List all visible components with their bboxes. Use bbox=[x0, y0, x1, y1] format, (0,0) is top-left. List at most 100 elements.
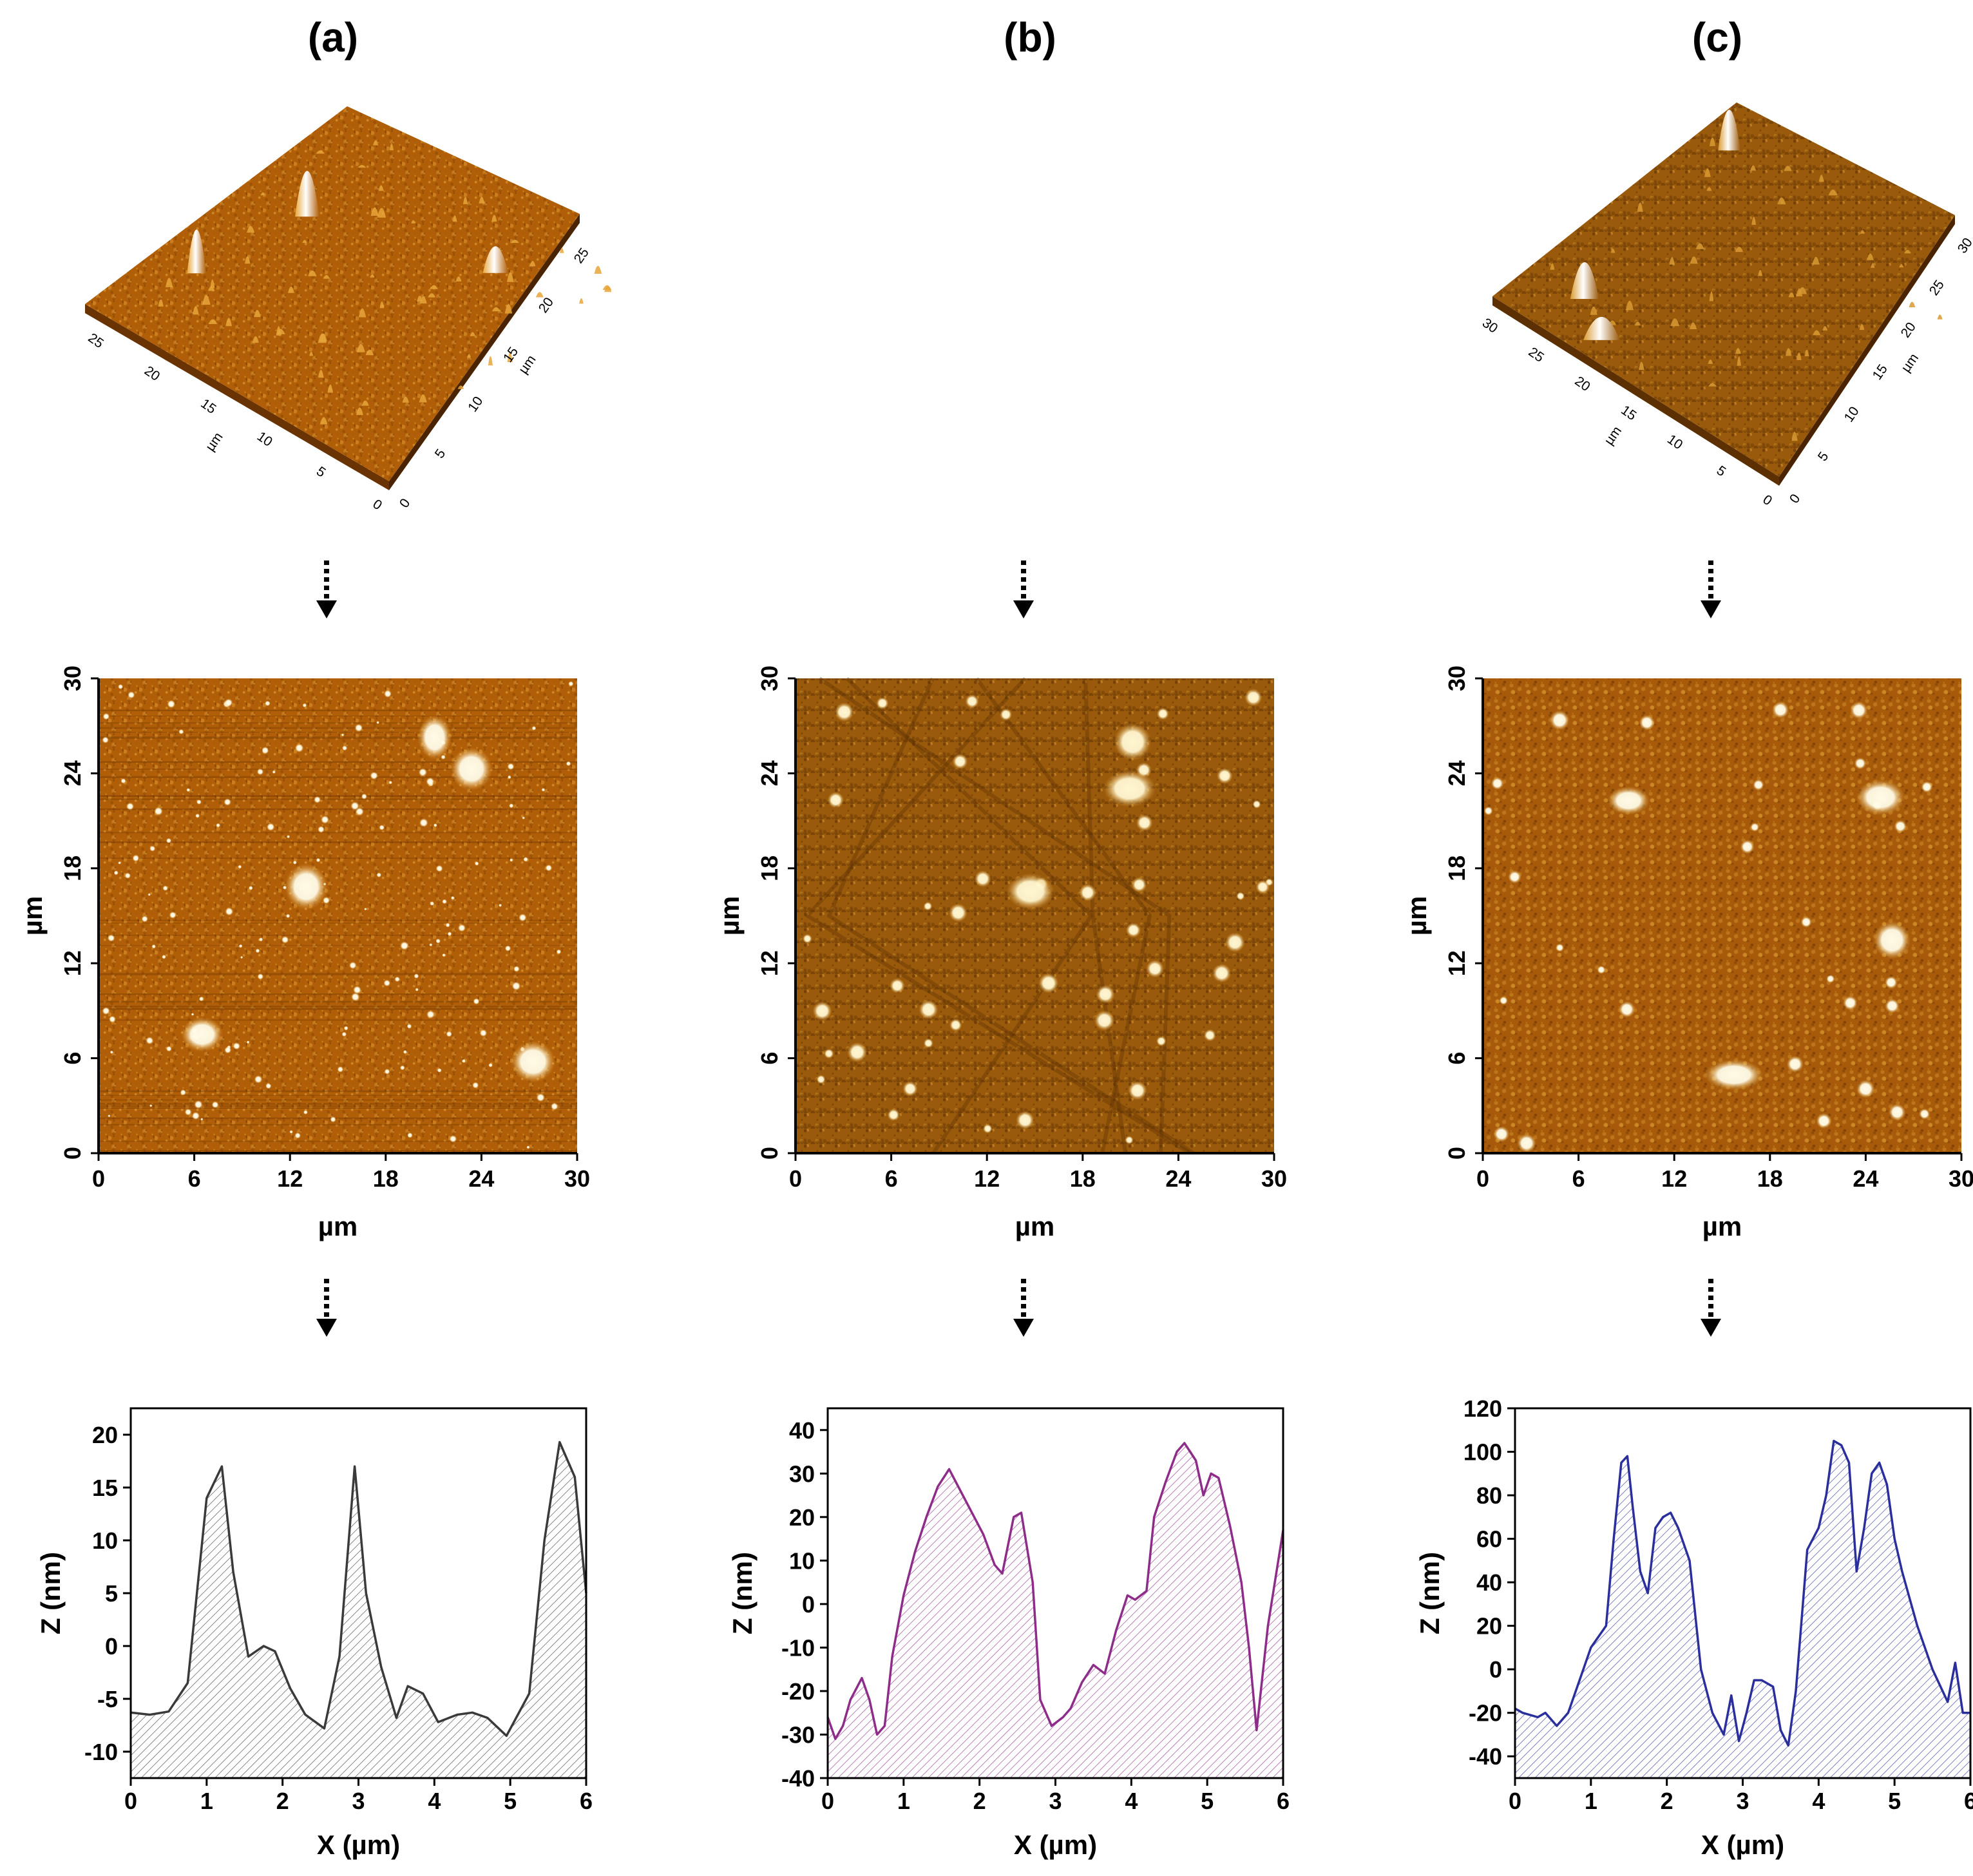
surface-particle bbox=[272, 770, 276, 774]
large-particle bbox=[1873, 921, 1911, 960]
surface-particle bbox=[118, 861, 121, 865]
profile-area bbox=[1515, 1440, 1970, 1778]
down-arrow-head bbox=[1701, 1319, 1721, 1337]
axis3d-tick-left: 10 bbox=[254, 429, 275, 450]
surface-particle bbox=[1212, 963, 1232, 983]
map-x-tick-label: 6 bbox=[885, 1165, 898, 1192]
surface-particle bbox=[166, 1046, 172, 1052]
surface-particle bbox=[450, 895, 455, 900]
y-tick-label: 80 bbox=[1476, 1482, 1502, 1509]
surface-particle bbox=[162, 954, 166, 959]
map-y-tick-label: 6 bbox=[1444, 1052, 1470, 1065]
surface-particle bbox=[169, 911, 176, 919]
axis3d-tick-left: 10 bbox=[1664, 432, 1685, 452]
surface-particle bbox=[1125, 1136, 1134, 1145]
down-arrow-head bbox=[316, 600, 337, 618]
map-y-axis-label: µm bbox=[17, 896, 48, 936]
down-arrow bbox=[1701, 560, 1721, 618]
map-y-tick-label: 30 bbox=[756, 665, 783, 691]
large-particle bbox=[417, 715, 452, 760]
surface-peak bbox=[457, 385, 464, 389]
profile-line bbox=[1514, 1439, 1970, 1747]
surface-particle bbox=[281, 935, 289, 944]
map-y-tick-label: 12 bbox=[1444, 950, 1470, 976]
grain-boundary bbox=[975, 677, 1152, 1154]
surface-particle bbox=[246, 1040, 250, 1044]
surface-peak bbox=[1777, 197, 1786, 205]
afm-3d-view: 0 5 10 15 20 25 30 0 5 10 15 20 25 30 µm µm bbox=[1480, 102, 1973, 508]
surface-peak bbox=[482, 246, 508, 273]
y-tick-label: -40 bbox=[1469, 1743, 1502, 1770]
map-y-tick-label: 30 bbox=[59, 665, 86, 691]
surface-peak bbox=[379, 302, 385, 309]
x-tick-label: 5 bbox=[1201, 1788, 1214, 1814]
x-tick-label: 2 bbox=[1661, 1788, 1673, 1814]
surface-peak bbox=[1788, 292, 1795, 298]
surface-particle bbox=[1750, 822, 1760, 832]
surface-particle bbox=[1016, 1111, 1034, 1129]
axis3d-tick-right: 10 bbox=[1842, 404, 1862, 425]
surface-left-edge bbox=[85, 304, 389, 490]
surface-particle bbox=[146, 1037, 154, 1045]
profile-chart: 0 1 2 3 4 5 6 -40 -30 -20 -10 0 10 20 30 40 X (µm) Z (nm) bbox=[727, 1407, 1290, 1860]
surface-peak bbox=[309, 351, 314, 356]
surface-particle bbox=[1753, 779, 1764, 791]
surface-peak bbox=[1812, 256, 1820, 265]
surface-peak bbox=[208, 319, 218, 324]
surface-peak bbox=[1813, 330, 1821, 336]
axis3d-tick-left: 25 bbox=[1526, 345, 1547, 365]
surface-peak bbox=[365, 349, 374, 356]
y-tick-label: -20 bbox=[1469, 1700, 1502, 1727]
surface-peak bbox=[1791, 432, 1798, 441]
surface-peak bbox=[210, 279, 215, 289]
surface-particle bbox=[320, 815, 330, 824]
large-particle bbox=[511, 1040, 555, 1083]
height-map bbox=[796, 678, 1274, 1153]
y-tick-label: 10 bbox=[92, 1527, 118, 1554]
down-arrow-head bbox=[1701, 600, 1721, 618]
surface-peak bbox=[1610, 249, 1616, 253]
surface-particle bbox=[399, 1065, 405, 1071]
surface-particle bbox=[983, 1124, 993, 1134]
x-tick-label: 6 bbox=[1277, 1788, 1290, 1814]
surface-peak bbox=[370, 207, 379, 216]
surface-particle bbox=[435, 938, 441, 944]
surface-particle bbox=[337, 1066, 344, 1073]
surface-peak bbox=[1695, 243, 1704, 249]
surface-particle bbox=[108, 1015, 116, 1023]
surface-peak bbox=[428, 293, 436, 298]
x-tick-label: 6 bbox=[580, 1788, 593, 1814]
surface-peak bbox=[1828, 189, 1838, 196]
surface-peak bbox=[254, 310, 261, 318]
surface-particle bbox=[1919, 1108, 1930, 1120]
surface-peak bbox=[1637, 202, 1643, 212]
surface-particle bbox=[1816, 1113, 1832, 1129]
map-y-tick-label: 0 bbox=[1444, 1147, 1470, 1160]
surface-particle bbox=[254, 1075, 263, 1084]
height-map bbox=[99, 678, 577, 1153]
surface-particle bbox=[536, 1093, 546, 1102]
surface-particle bbox=[457, 924, 466, 932]
surface-particle bbox=[364, 908, 367, 911]
surface-particle bbox=[1094, 1010, 1115, 1031]
profile-chart: 0 1 2 3 4 5 6 -40 -20 0 20 40 60 80 100 120 X (µm) Z (nm) bbox=[1415, 1395, 1973, 1860]
surface-particle bbox=[265, 700, 271, 707]
surface-peak bbox=[1735, 348, 1741, 354]
x-tick-label: 5 bbox=[504, 1788, 517, 1814]
surface-peak bbox=[318, 370, 324, 378]
surface-peak bbox=[1708, 383, 1717, 387]
y-tick-label: 20 bbox=[789, 1504, 815, 1531]
surface-particle bbox=[343, 1026, 348, 1031]
surface-particle bbox=[1894, 819, 1907, 833]
surface-peak bbox=[1583, 316, 1620, 340]
surface-particle bbox=[523, 857, 528, 862]
surface-particle bbox=[102, 736, 109, 743]
surface-particle bbox=[224, 698, 233, 707]
surface-top bbox=[85, 106, 580, 481]
x-tick-label: 2 bbox=[973, 1788, 986, 1814]
surface-peak bbox=[479, 196, 485, 204]
surface-peak bbox=[1859, 323, 1865, 330]
surface-particle bbox=[890, 978, 905, 993]
y-tick-label: 30 bbox=[789, 1460, 815, 1487]
